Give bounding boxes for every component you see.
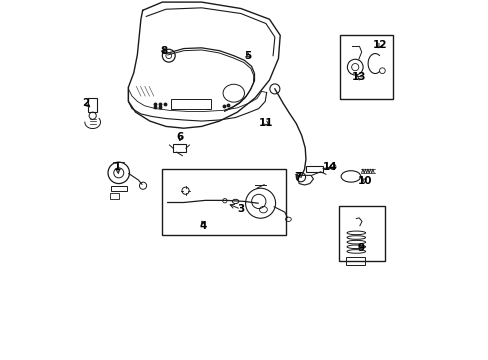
- Bar: [340, 35, 392, 99]
- Bar: [111, 186, 126, 191]
- Bar: [87, 98, 97, 112]
- Text: 11: 11: [258, 118, 273, 128]
- Bar: [346, 257, 364, 265]
- Bar: [171, 99, 210, 109]
- Bar: [162, 169, 285, 235]
- Text: 9: 9: [356, 243, 364, 253]
- Text: 2: 2: [82, 98, 89, 108]
- Text: 13: 13: [351, 72, 366, 82]
- Text: 8: 8: [160, 46, 167, 57]
- Text: 1: 1: [114, 162, 121, 172]
- Text: 10: 10: [357, 176, 372, 186]
- Text: 4: 4: [199, 221, 207, 231]
- Text: 7: 7: [294, 172, 301, 182]
- Text: 3: 3: [237, 204, 244, 214]
- Bar: [305, 166, 323, 172]
- Text: 6: 6: [176, 132, 183, 142]
- Text: 14: 14: [322, 162, 337, 172]
- Text: 12: 12: [372, 40, 386, 50]
- Bar: [339, 206, 384, 261]
- Bar: [110, 193, 119, 199]
- Bar: [173, 144, 185, 152]
- Text: 5: 5: [244, 51, 251, 61]
